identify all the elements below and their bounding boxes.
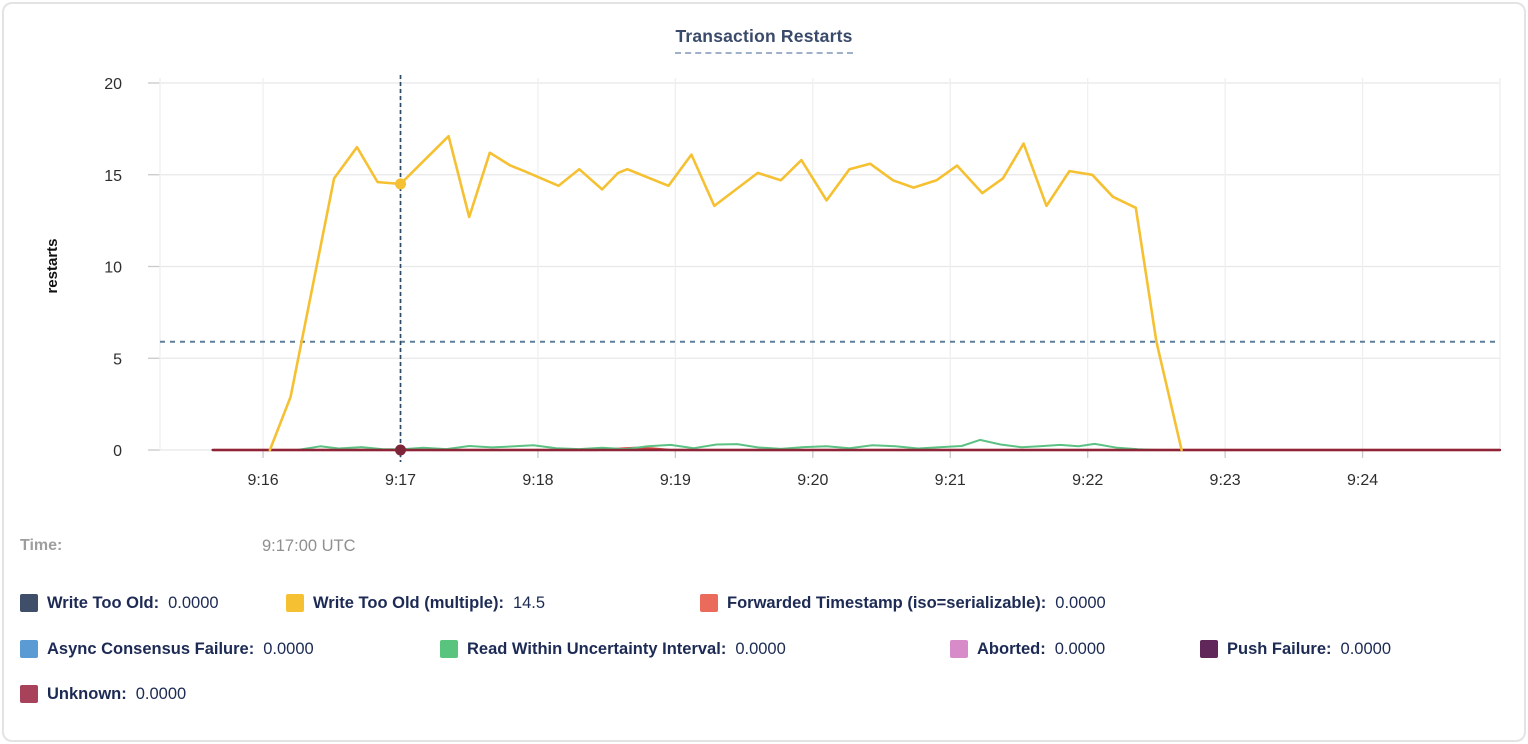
x-tick-label: 9:24 [1347,472,1378,489]
series-read-within-uncertainty-interval [296,438,1501,451]
y-tick-label: 20 [104,76,122,93]
x-tick-label: 9:18 [522,472,553,489]
legend-item-push-failure: Push Failure: 0.0000 [1200,637,1391,661]
legend-label: Forwarded Timestamp (iso=serializable): [727,593,1047,612]
legend-label: Push Failure: [1227,639,1332,658]
legend-value: 0.0000 [735,639,786,658]
x-tick-label: 9:20 [797,472,828,489]
legend-value: 0.0000 [135,684,187,703]
time-value: 9:17:00 UTC [262,537,356,555]
legend-label: Async Consensus Failure: [47,639,255,658]
legend-item-forwarded-timestamp: Forwarded Timestamp (iso=serializable): … [700,591,1106,615]
legend-value: 0.0000 [168,593,219,612]
time-label: Time: [20,537,63,554]
chart-title-text[interactable]: Transaction Restarts [675,26,853,54]
x-tick-label: 9:17 [385,472,416,489]
y-axis-label: restarts [44,238,61,293]
legend-value: 14.5 [512,593,546,612]
y-tick-label: 0 [113,443,122,460]
chart-title: Transaction Restarts [0,26,1528,54]
x-tick-label: 9:19 [660,472,691,489]
legend-item-aborted: Aborted: 0.0000 [950,637,1105,661]
legend-swatch-push-failure [1200,640,1218,658]
legend-item-read-within-uncertainty-interval: Read Within Uncertainty Interval: 0.0000 [440,637,786,661]
series-write-too-old-multiple- [268,134,1183,452]
y-tick-label: 10 [104,260,122,277]
hover-marker [395,444,407,456]
legend-swatch-unknown [20,685,38,703]
legend-item-write-too-old: Write Too Old: 0.0000 [20,591,219,615]
legend-value: 0.0000 [263,639,314,658]
legend-item-write-too-old-multiple: Write Too Old (multiple): 14.5 [286,591,545,615]
legend-item-unknown: Unknown: 0.0000 [20,682,186,706]
legend-value: 0.0000 [1054,639,1106,658]
legend-item-async-consensus-failure: Async Consensus Failure: 0.0000 [20,637,314,661]
legend-value: 0.0000 [1340,639,1391,658]
legend-label: Unknown: [47,684,127,703]
legend-swatch-async-consensus-failure [20,640,38,658]
legend-swatch-read-within-uncertainty-interval [440,640,458,658]
legend-swatch-forwarded-timestamp [700,594,718,612]
legend-swatch-aborted [950,640,968,658]
x-tick-label: 9:23 [1210,472,1241,489]
legend-swatch-write-too-old [20,594,38,612]
x-tick-label: 9:22 [1072,472,1103,489]
legend-label: Write Too Old: [47,593,160,612]
legend-label: Write Too Old (multiple): [313,593,504,612]
x-tick-label: 9:16 [248,472,279,489]
hover-marker [395,178,407,190]
legend-label: Aborted: [977,639,1046,658]
legend-swatch-write-too-old-multiple [286,594,304,612]
legend-value: 0.0000 [1055,593,1106,612]
transaction-restarts-chart[interactable]: 0 5 10 15 20 9:16 9:17 9:18 9:19 9:20 9:21 9:22 9:23… [0,0,1528,510]
y-tick-label: 15 [104,168,122,185]
x-tick-label: 9:21 [935,472,966,489]
y-tick-label: 5 [113,351,122,368]
legend-label: Read Within Uncertainty Interval: [467,639,727,658]
